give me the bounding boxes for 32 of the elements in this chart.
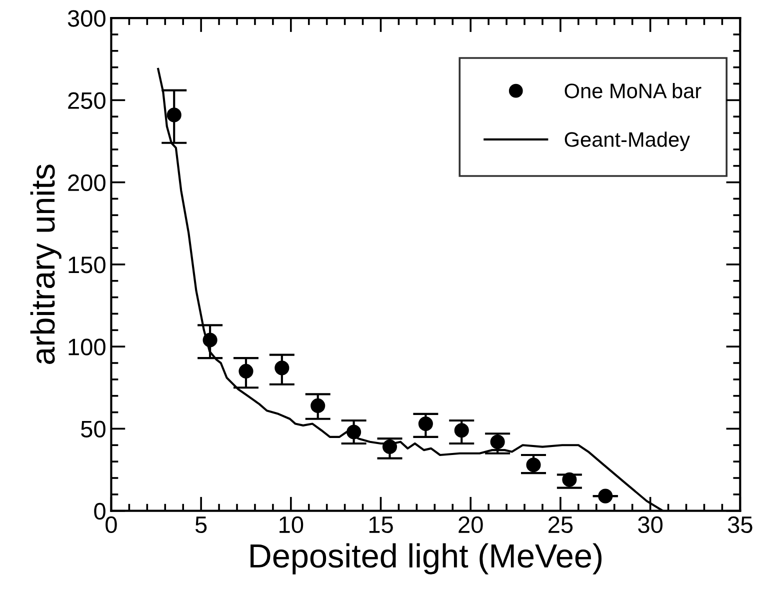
y-tick-label: 200 [68,174,106,192]
point [598,488,613,504]
x-tick-label: 35 [728,516,752,534]
x-tick-label: 10 [280,516,304,534]
point [310,398,326,413]
x-tick-label: 25 [548,516,573,534]
point [526,458,541,472]
y-axis-title: arbitrary units [30,164,62,364]
y-tick-label: 300 [68,10,106,27]
y-tick-label: 100 [68,338,106,356]
x-axis-title: Deposited light (MeVee) [250,543,602,574]
point [166,108,182,122]
x-tick-label: 0 [106,516,117,534]
y-tick-label: 150 [68,256,106,274]
x-tick-label: 5 [195,516,207,534]
x-tick-label: 30 [638,516,663,534]
y-tick-label: 50 [81,420,106,438]
point [202,332,218,348]
point [418,416,433,432]
point [346,424,362,440]
x-tick-label: 20 [458,516,483,534]
y-tick-label: 250 [68,92,106,109]
y-tick-label: 0 [94,502,106,520]
legend-label: One MoNA bar [564,83,702,98]
point [454,423,469,438]
point [274,360,290,376]
point [490,434,505,450]
x-tick-label: 15 [369,516,393,534]
point [238,364,254,378]
point [562,472,577,487]
point [382,440,398,454]
legend-label: Geant-Madey [564,132,690,152]
